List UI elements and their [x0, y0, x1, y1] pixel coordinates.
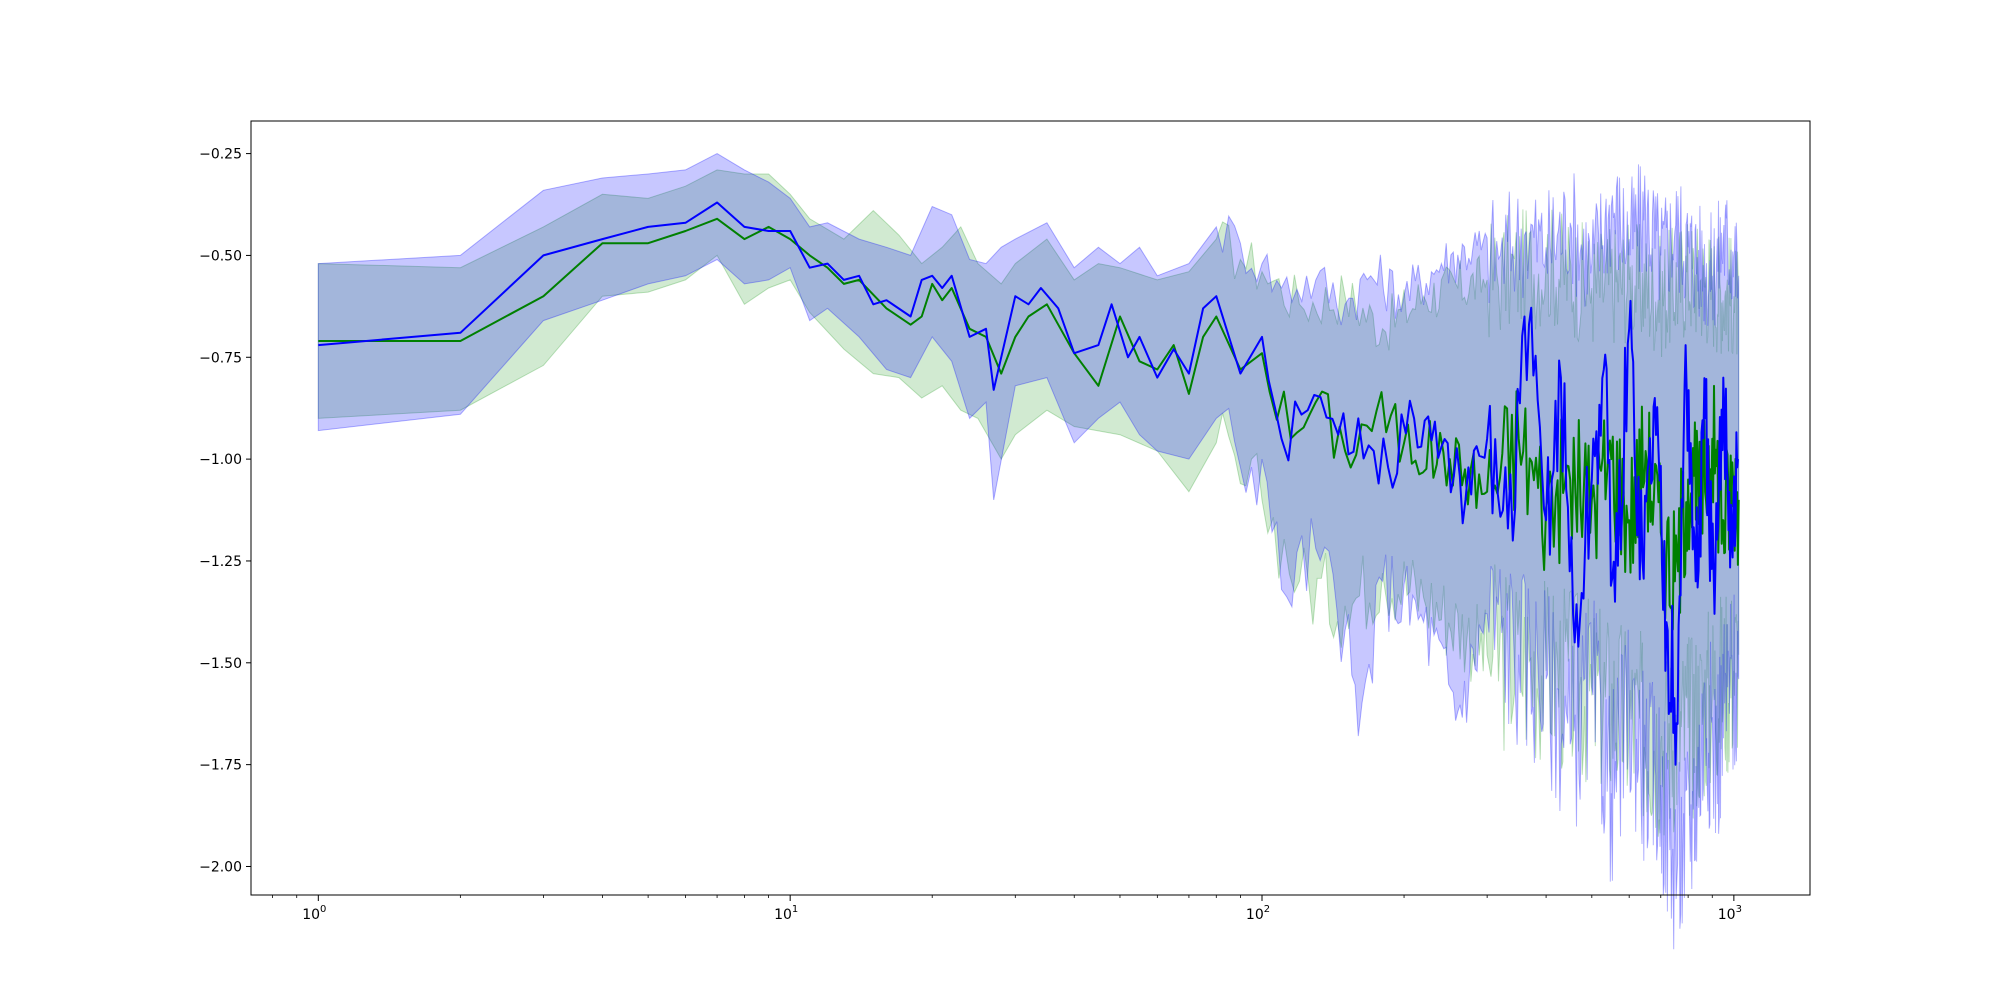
y-tick-label: −0.75 [199, 350, 242, 366]
x-tick-label: 102 [1246, 904, 1270, 923]
y-axis: −0.25 −0.50 −0.75 −1.00 −1.25 −1.50 −1.75 −2.00 [199, 147, 251, 875]
y-tick-label: −1.25 [199, 554, 242, 570]
plot-frame [250, 120, 1811, 896]
series-2-band [317, 153, 1740, 950]
y-tick-label: −1.75 [199, 758, 242, 774]
y-tick-label: −0.50 [199, 248, 242, 264]
series-1-line [318, 217, 1740, 631]
y-tick-label: −0.25 [199, 147, 242, 163]
series-2-line [318, 201, 1739, 766]
y-tick-label: −1.50 [199, 656, 242, 672]
x-tick-label: 100 [302, 904, 326, 923]
y-tick-label: −2.00 [199, 859, 242, 875]
x-tick-label: 101 [774, 904, 798, 923]
series-1-band [317, 169, 1740, 837]
series-lines [318, 201, 1740, 766]
y-tick-label: −1.00 [199, 452, 242, 468]
x-axis: 100 101 102 103 [272, 895, 1742, 923]
confidence-bands [317, 153, 1740, 950]
x-tick-label: 103 [1718, 904, 1742, 923]
